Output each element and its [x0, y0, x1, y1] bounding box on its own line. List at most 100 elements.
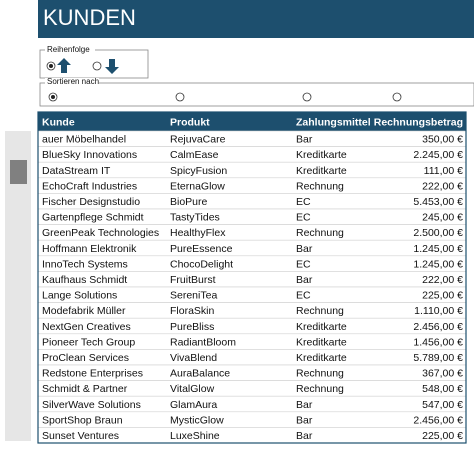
- table-cell: ChocoDelight: [170, 258, 233, 270]
- table-cell: 367,00 €: [422, 368, 463, 380]
- table-cell: auer Möbelhandel: [42, 134, 126, 146]
- sort-group-label: Sortieren nach: [47, 77, 99, 86]
- table-cell: EC: [296, 212, 311, 224]
- table-cell: SilverWave Solutions: [42, 399, 141, 411]
- table-cell: 350,00 €: [422, 134, 463, 146]
- table-cell: NextGen Creatives: [42, 321, 131, 333]
- column-header: Rechnungsbetrag: [374, 116, 463, 128]
- table-cell: Bar: [296, 430, 313, 442]
- table-cell: Gartenpflege Schmidt: [42, 212, 144, 224]
- table-cell: 245,00 €: [422, 212, 463, 224]
- radio-sort-betrag[interactable]: [392, 92, 402, 102]
- table-cell: Kreditkarte: [296, 149, 347, 161]
- table-cell: InnoTech Systems: [42, 258, 128, 270]
- table-cell: 111,00 €: [424, 165, 463, 177]
- label-bg: [45, 78, 99, 87]
- table-cell: HealthyFlex: [170, 227, 226, 239]
- table-cell: Bar: [296, 399, 313, 411]
- table-cell: 222,00 €: [422, 274, 463, 286]
- table-cell: BlueSky Innovations: [42, 149, 137, 161]
- table-cell: LuxeShine: [170, 430, 220, 442]
- table-cell: AuraBalance: [170, 368, 230, 380]
- table-cell: SpicyFusion: [170, 165, 227, 177]
- table-cell: Pioneer Tech Group: [42, 336, 135, 348]
- table-cell: EC: [296, 196, 311, 208]
- column-header: Zahlungsmittel: [296, 116, 371, 128]
- table-cell: 225,00 €: [422, 290, 463, 302]
- radio-sort-produkt[interactable]: [175, 92, 185, 102]
- radio-dot: [51, 95, 55, 99]
- table-cell: EC: [296, 258, 311, 270]
- table-cell: Fischer Designstudio: [42, 196, 140, 208]
- table-cell: 1.456,00 €: [413, 336, 463, 348]
- table-cell: Rechnung: [296, 368, 344, 380]
- table-cell: Sunset Ventures: [42, 430, 119, 442]
- table-cell: FloraSkin: [170, 305, 215, 317]
- table-cell: SereniTea: [170, 290, 217, 302]
- table-cell: VitalGlow: [170, 383, 215, 395]
- scrollbar-thumb[interactable]: [10, 160, 27, 184]
- table-cell: DataStream IT: [42, 165, 111, 177]
- table-header: [38, 112, 466, 131]
- table-cell: EternaGlow: [170, 180, 225, 192]
- table-cell: 1.245,00 €: [413, 243, 463, 255]
- table-cell: GreenPeak Technologies: [42, 227, 159, 239]
- table-cell: SportShop Braun: [42, 414, 123, 426]
- table-cell: 2.456,00 €: [413, 321, 463, 333]
- table-cell: Bar: [296, 134, 313, 146]
- table-cell: Kreditkarte: [296, 321, 347, 333]
- table-cell: 5.453,00 €: [413, 196, 463, 208]
- table-cell: 1.245,00 €: [413, 258, 463, 270]
- column-header: Produkt: [170, 116, 210, 128]
- table-cell: TastyTides: [170, 212, 220, 224]
- table-cell: BioPure: [170, 196, 208, 208]
- table-cell: Kreditkarte: [296, 352, 347, 364]
- table-border: [37, 111, 467, 444]
- table-cell: Modefabrik Müller: [42, 305, 126, 317]
- table-cell: Rechnung: [296, 180, 344, 192]
- up-arrow-icon: [57, 58, 71, 73]
- table-cell: VivaBlend: [170, 352, 217, 364]
- table-cell: Rechnung: [296, 305, 344, 317]
- table-cell: FruitBurst: [170, 274, 216, 286]
- table-cell: 1.110,00 €: [414, 305, 463, 317]
- radio-sort-zahlungsmittel[interactable]: [302, 92, 312, 102]
- table-cell: RejuvaCare: [170, 134, 226, 146]
- table-cell: EC: [296, 290, 311, 302]
- table-cell: Lange Solutions: [42, 290, 117, 302]
- table-cell: Rechnung: [296, 383, 344, 395]
- table-cell: 2.456,00 €: [413, 414, 463, 426]
- table-cell: PureBliss: [170, 321, 214, 333]
- table-cell: Hoffmann Elektronik: [42, 243, 137, 255]
- table-cell: Kreditkarte: [296, 165, 347, 177]
- table-cell: ProClean Services: [42, 352, 129, 364]
- table-cell: Bar: [296, 414, 313, 426]
- page-title: KUNDEN: [43, 5, 136, 30]
- table-cell: 225,00 €: [422, 430, 463, 442]
- radio-descending[interactable]: [92, 61, 102, 71]
- table-cell: 2.245,00 €: [413, 149, 463, 161]
- table-cell: Bar: [296, 243, 313, 255]
- table-cell: CalmEase: [170, 149, 219, 161]
- table-cell: RadiantBloom: [170, 336, 236, 348]
- table-cell: 548,00 €: [422, 383, 463, 395]
- table-cell: 5.789,00 €: [413, 352, 463, 364]
- label-bg: [45, 45, 95, 54]
- radio-dot: [49, 64, 53, 68]
- table-cell: GlamAura: [170, 399, 217, 411]
- down-arrow-icon: [105, 59, 119, 74]
- table-cell: 2.500,00 €: [413, 227, 463, 239]
- table-cell: PureEssence: [170, 243, 233, 255]
- table-cell: MysticGlow: [170, 414, 224, 426]
- table-cell: Kaufhaus Schmidt: [42, 274, 127, 286]
- table-cell: Kreditkarte: [296, 336, 347, 348]
- title-bar: [38, 0, 474, 38]
- table-cell: Rechnung: [296, 227, 344, 239]
- table-cell: Bar: [296, 274, 313, 286]
- table-cell: 547,00 €: [422, 399, 463, 411]
- column-header: Kunde: [42, 116, 75, 128]
- table-cell: Redstone Enterprises: [42, 368, 143, 380]
- table-cell: Schmidt & Partner: [42, 383, 128, 395]
- order-group-label: Reihenfolge: [47, 45, 90, 54]
